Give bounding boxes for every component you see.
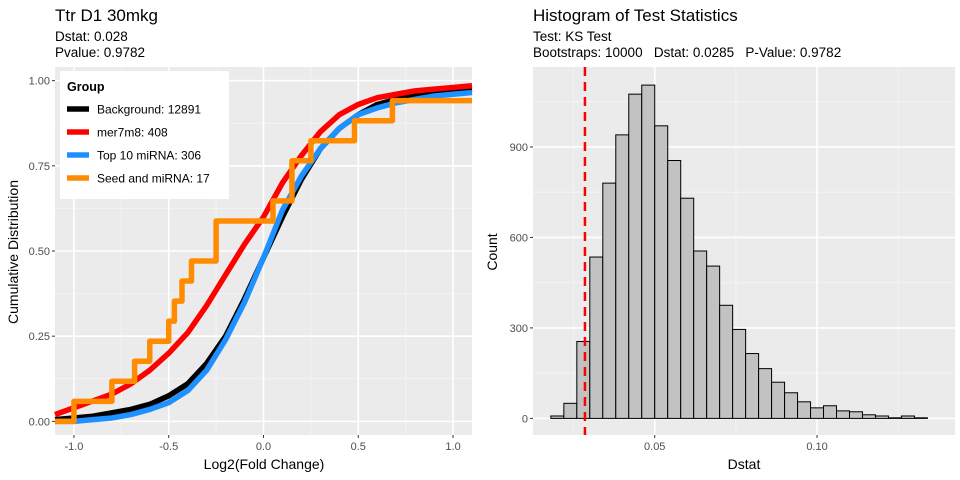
legend-title: Group: [67, 80, 105, 94]
hist-y-tick-label: 0: [522, 413, 528, 425]
ecdf-x-axis: -1.0 -0.5 0.0 0.5 1.0: [64, 435, 461, 453]
ecdf-series-line: [55, 97, 472, 425]
hist-bar: [732, 328, 747, 419]
hist-bar: [628, 93, 643, 419]
ecdf-y-tick-label: 0.00: [29, 416, 50, 428]
legend-label: Seed and miRNA: 17: [97, 172, 210, 186]
ecdf-y-tick-label: 0.75: [29, 161, 50, 173]
hist-bar: [706, 265, 721, 419]
hist-bar: [563, 402, 578, 419]
hist-bar: [771, 381, 786, 419]
hist-bar: [861, 414, 876, 419]
hist-x-axis-label: Dstat: [728, 456, 761, 472]
hist-bar: [654, 125, 669, 419]
hist-x-tick-label: 0.10: [806, 441, 827, 453]
legend-label: mer7m8: 408: [97, 126, 168, 140]
hist-bar: [823, 405, 838, 419]
ecdf-subtitle-line-1: Dstat: 0.028: [55, 29, 128, 44]
legend-items: Background: 12891 mer7m8: 408 Top 10 miRNA…: [67, 103, 210, 186]
ecdf-title: Ttr D1 30mkg: [55, 6, 158, 25]
ecdf-y-tick-label: 0.50: [29, 246, 50, 258]
hist-bar: [615, 134, 630, 419]
hist-y-tick-label: 300: [510, 323, 528, 335]
hist-bar: [797, 401, 812, 419]
hist-x-tick-label: 0.05: [644, 441, 665, 453]
ecdf-series-lines: [54, 83, 473, 425]
hist-bar: [874, 415, 889, 419]
ecdf-x-tick-label: 0.0: [256, 441, 271, 453]
legend-label: Top 10 miRNA: 306: [97, 149, 201, 163]
hist-title: Histogram of Test Statistics: [533, 6, 738, 25]
hist-bar: [887, 417, 902, 419]
hist-bar: [849, 411, 863, 419]
ecdf-y-axis: 0.00 0.25 0.50 0.75 1.00: [29, 76, 55, 428]
ecdf-x-axis-label: Log2(Fold Change): [204, 456, 325, 472]
hist-bars: [550, 84, 928, 419]
hist-bar: [576, 340, 591, 419]
ecdf-series-line: [54, 83, 473, 418]
hist-subtitle-line-2: Bootstraps: 10000 Dstat: 0.0285 P-Value:…: [533, 45, 841, 60]
ecdf-legend: Group Background: 12891 mer7m8: 408 Top 10…: [60, 71, 229, 199]
legend-label: Background: 12891: [97, 103, 201, 117]
ecdf-x-tick-label: 0.5: [351, 441, 366, 453]
hist-y-tick-label: 600: [510, 232, 528, 244]
ecdf-x-tick-label: -0.5: [159, 441, 178, 453]
ecdf-x-tick-label: 1.0: [445, 441, 460, 453]
hist-bar: [836, 410, 850, 419]
ecdf-x-tick-label: -1.0: [64, 441, 83, 453]
hist-bar: [784, 392, 799, 419]
ecdf-y-tick-label: 1.00: [29, 76, 50, 88]
ecdf-y-axis-label: Cumulative Distribution: [5, 180, 21, 324]
hist-bar: [913, 417, 928, 419]
hist-bar: [641, 84, 656, 419]
hist-x-axis: 0.05 0.10: [644, 435, 828, 453]
ecdf-subtitle-line-2: Pvalue: 0.9782: [55, 45, 145, 60]
histogram-chart: Histogram of Test Statistics Test: KS Te…: [484, 6, 955, 472]
hist-y-axis: 0 300 600 900: [510, 142, 533, 425]
hist-bar: [693, 250, 708, 419]
hist-bar: [602, 182, 617, 419]
ecdf-chart: Ttr D1 30mkg Dstat: 0.028 Pvalue: 0.9782…: [5, 6, 473, 472]
hist-bar: [758, 368, 773, 419]
hist-y-tick-label: 900: [510, 142, 528, 154]
hist-bar: [900, 415, 915, 419]
hist-bar: [810, 407, 825, 419]
hist-y-axis-label: Count: [484, 233, 500, 270]
hist-bar: [589, 256, 604, 419]
hist-bar: [667, 160, 682, 419]
hist-bar: [550, 415, 565, 419]
hist-bar: [719, 304, 734, 419]
hist-bar: [680, 197, 695, 419]
hist-subtitle-line-1: Test: KS Test: [533, 29, 612, 44]
hist-bar: [745, 353, 760, 419]
ecdf-y-tick-label: 0.25: [29, 331, 50, 343]
